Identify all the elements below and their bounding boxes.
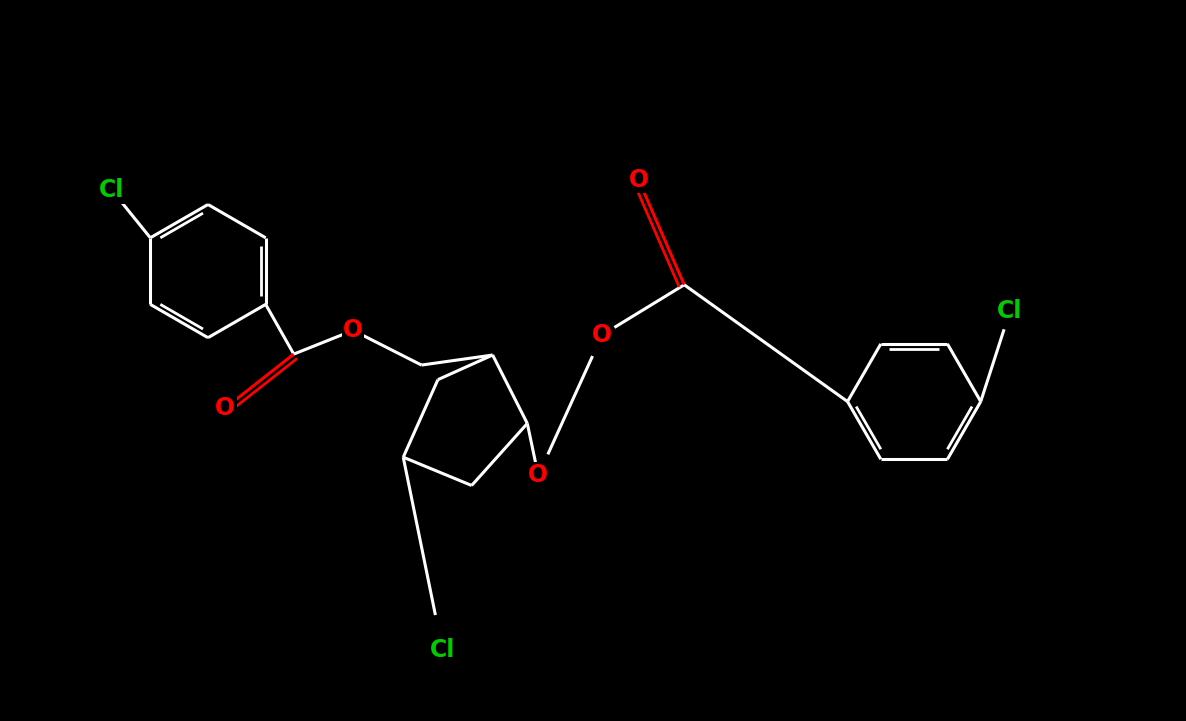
Text: O: O — [216, 396, 235, 420]
Text: O: O — [592, 323, 612, 347]
Text: O: O — [528, 464, 548, 487]
Text: Cl: Cl — [100, 178, 125, 203]
Text: O: O — [343, 319, 363, 342]
Text: O: O — [629, 168, 649, 192]
Text: Cl: Cl — [997, 299, 1022, 323]
Text: Cl: Cl — [429, 637, 455, 662]
